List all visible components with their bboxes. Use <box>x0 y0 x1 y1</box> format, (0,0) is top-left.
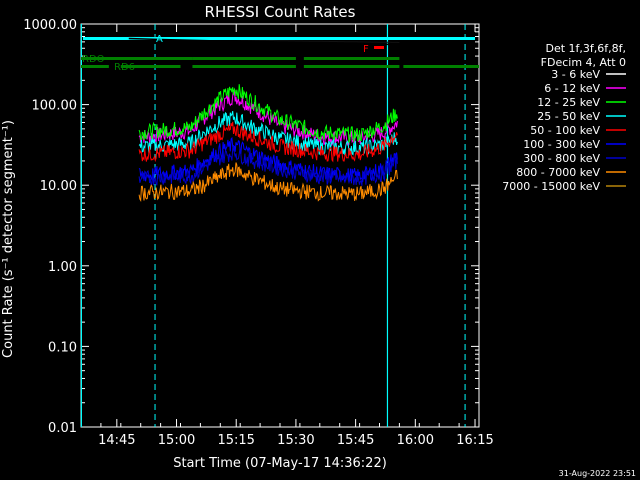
state-label: RDO <box>82 54 105 65</box>
rdo-state-bar <box>303 57 400 60</box>
rdo-state-bar <box>192 57 296 60</box>
legend-entry-label: 100 - 300 keV <box>523 138 600 151</box>
x-tick-label: 15:45 <box>337 433 374 448</box>
rd6-state-bar <box>403 65 479 68</box>
state-label: A <box>156 34 163 45</box>
state-bars: RDO RD6 A F <box>81 34 479 73</box>
rd6-state-bar <box>192 65 296 68</box>
rd6-state-bar <box>303 65 400 68</box>
state-label: F <box>363 44 369 55</box>
plot-frame <box>80 23 480 428</box>
timestamp: 31-Aug-2022 23:51 <box>559 469 636 478</box>
x-tick-label: 15:15 <box>217 433 254 448</box>
legend-entry-label: 800 - 7000 keV <box>516 166 600 179</box>
y-tick-label: 1000.00 <box>23 18 77 33</box>
legend-entry-label: 300 - 800 keV <box>523 152 600 165</box>
y-tick-label: 0.01 <box>48 421 77 436</box>
legend-header: Det 1f,3f,6f,8f, <box>545 42 626 55</box>
x-tick-label: 16:00 <box>397 433 434 448</box>
state-label: RD6 <box>114 62 135 73</box>
legend-entry-label: 25 - 50 keV <box>537 110 600 123</box>
y-tick-label: 1.00 <box>48 260 77 275</box>
time-markers <box>80 24 466 427</box>
legend: Det 1f,3f,6f,8f,FDecim 4, Att 03 - 6 keV… <box>502 42 626 193</box>
series-line <box>138 89 398 147</box>
series-line-3-6kev <box>128 37 400 46</box>
series-line <box>138 84 398 144</box>
legend-header: FDecim 4, Att 0 <box>541 56 626 69</box>
rd6-state-bar <box>120 65 181 68</box>
plot-axes <box>80 23 480 428</box>
legend-entry-label: 3 - 6 keV <box>551 68 600 81</box>
legend-entry-label: 12 - 25 keV <box>537 96 600 109</box>
y-tick-label: 100.00 <box>32 99 78 114</box>
chart-title: RHESSI Count Rates <box>205 3 356 21</box>
x-axis-label: Start Time (07-May-17 14:36:22) <box>173 456 387 471</box>
tick-labels: 0.01 0.10 1.00 10.00 100.00 1000.00 14:45 15:00… <box>23 18 494 448</box>
x-tick-label: 14:45 <box>98 433 135 448</box>
rdo-state-bar <box>81 57 193 60</box>
x-tick-label: 16:15 <box>456 433 493 448</box>
y-tick-label: 10.00 <box>40 179 77 194</box>
x-tick-label: 15:30 <box>277 433 314 448</box>
cyan-top-band <box>82 37 476 40</box>
series-line <box>138 110 398 156</box>
y-axis-label: Count Rate (s⁻¹ detector segment⁻¹) <box>1 120 16 358</box>
x-tick-label: 15:00 <box>158 433 195 448</box>
rd6-state-bar <box>81 65 109 68</box>
series-line <box>138 144 398 186</box>
legend-entry-label: 50 - 100 keV <box>530 124 600 137</box>
y-tick-label: 0.10 <box>48 340 77 355</box>
flare-flag-bar <box>374 46 384 49</box>
legend-entry-label: 7000 - 15000 keV <box>502 180 600 193</box>
data-series <box>82 36 476 203</box>
legend-entry-label: 6 - 12 keV <box>544 82 600 95</box>
series-line <box>138 121 398 163</box>
series-line <box>138 162 398 203</box>
